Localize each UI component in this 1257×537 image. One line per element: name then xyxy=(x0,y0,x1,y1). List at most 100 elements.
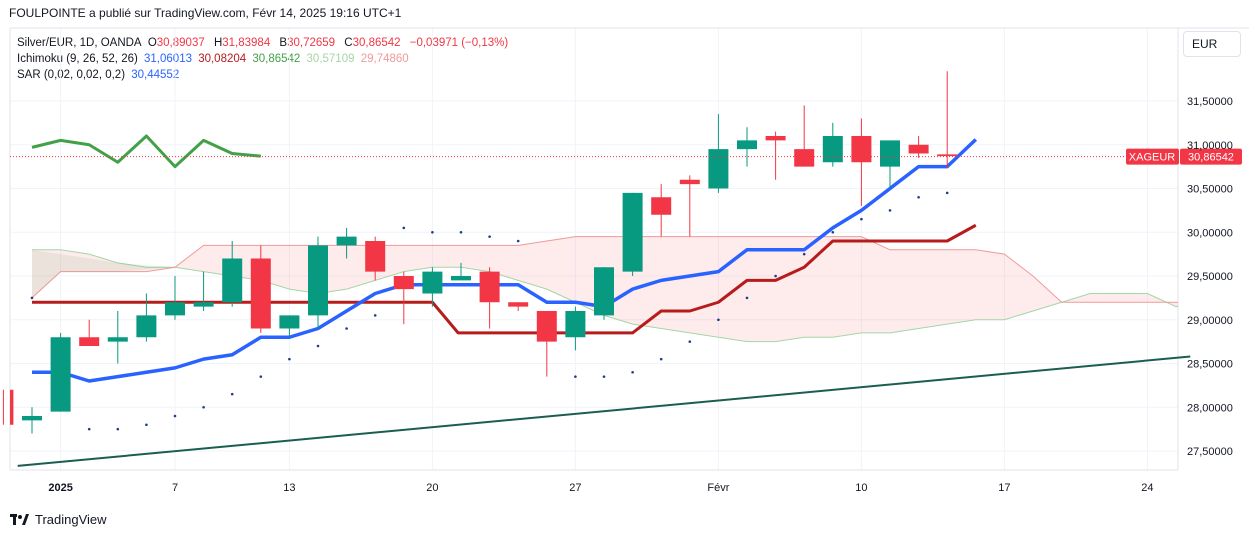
candle-body-0 xyxy=(10,389,14,425)
y-tick-label-8: 31,50000 xyxy=(1187,96,1233,108)
last-price-line: XAGEUR 30,86542 xyxy=(10,148,1242,165)
candle-30 xyxy=(851,118,872,206)
tenkan-line xyxy=(32,138,978,383)
sar-dot-6 xyxy=(230,392,234,396)
tradingview-wordmark: TradingView xyxy=(35,512,107,527)
y-tick-label-6: 30,50000 xyxy=(1187,184,1233,196)
cloud-fill-bull xyxy=(32,249,175,298)
candle-body-10 xyxy=(279,315,300,329)
legend-ichimoku-chikou: 30,86542 xyxy=(252,53,301,65)
candle-body-30 xyxy=(851,136,872,163)
sar-dot-14 xyxy=(459,230,463,234)
tradingview-logo[interactable]: TradingView xyxy=(10,512,107,527)
legend-ichimoku-label: Ichimoku (9, 26, 52, 26) xyxy=(17,53,138,65)
x-tick-label-0: 2025 xyxy=(48,482,72,494)
candle-31 xyxy=(880,140,900,189)
candle-21 xyxy=(594,267,614,320)
candle-14 xyxy=(393,271,414,325)
sar-dot-2 xyxy=(116,427,120,431)
sar-dot-24 xyxy=(774,274,777,278)
candle-22 xyxy=(622,192,643,276)
last-price-value-text: 30,86542 xyxy=(1188,152,1234,164)
x-tick-label-1: 7 xyxy=(172,482,178,494)
candle-3 xyxy=(79,319,100,346)
candle-4 xyxy=(107,311,128,364)
sar-dot-15 xyxy=(488,235,491,238)
legend-ichimoku-kijun: 30,08204 xyxy=(198,53,247,65)
candle-23 xyxy=(651,184,672,237)
candle-24 xyxy=(679,175,700,237)
candle-body-32 xyxy=(908,144,929,154)
legend-sar-row: SAR (0,02, 0,02, 0,2) 30,44552 xyxy=(17,67,511,83)
candle-8 xyxy=(222,241,243,307)
candle-body-31 xyxy=(880,140,900,167)
currency-selector[interactable]: EUR xyxy=(1183,31,1241,57)
legend-symbol: Silver/EUR, 1D, OANDA xyxy=(17,37,142,49)
legend-sar-value: 30,44552 xyxy=(131,69,180,81)
candle-6 xyxy=(165,276,185,320)
sar-dot-11 xyxy=(373,314,377,317)
x-tick-label-7: 17 xyxy=(998,482,1010,494)
candle-body-9 xyxy=(250,258,271,329)
candle-body-13 xyxy=(365,241,386,272)
x-tick-label-8: 24 xyxy=(1141,482,1153,494)
sar-dot-17 xyxy=(574,375,577,378)
sar-dot-16 xyxy=(516,239,520,243)
candle-15 xyxy=(422,267,443,307)
sar-dot-21 xyxy=(688,340,692,343)
sar-dots xyxy=(30,191,949,431)
candle-body-17 xyxy=(479,271,500,303)
candle-body-23 xyxy=(651,197,672,215)
legend-close: C30,86542 xyxy=(344,37,401,49)
candle-10 xyxy=(279,315,300,338)
candle-body-2 xyxy=(50,337,71,412)
candle-1 xyxy=(22,407,42,434)
candle-28 xyxy=(794,105,815,167)
candle-body-28 xyxy=(794,149,815,167)
candle-13 xyxy=(365,236,386,281)
sar-dot-27 xyxy=(860,217,863,221)
sar-dot-9 xyxy=(316,344,320,348)
y-tick-label-5: 30,00000 xyxy=(1187,227,1233,239)
candle-body-20 xyxy=(565,311,586,338)
sar-dot-1 xyxy=(87,427,91,431)
last-price-value-badge xyxy=(1180,148,1242,165)
trendline xyxy=(17,355,1191,467)
candle-17 xyxy=(479,267,500,329)
legend-sar-label: SAR (0,02, 0,02, 0,2) xyxy=(17,69,126,81)
candle-body-11 xyxy=(308,245,328,316)
publication-header: FOULPOINTE a publié sur TradingView.com,… xyxy=(9,6,402,20)
candle-body-27 xyxy=(765,136,786,141)
candle-32 xyxy=(908,136,929,158)
candle-25 xyxy=(708,114,729,193)
candle-body-8 xyxy=(222,258,243,303)
candle-0 xyxy=(2,389,14,425)
candle-body-1 xyxy=(22,416,42,421)
candle-18 xyxy=(508,302,529,311)
candle-2 xyxy=(50,332,71,412)
candle-body-15 xyxy=(422,271,443,294)
trendline-layer xyxy=(17,355,1191,467)
sar-dot-8 xyxy=(288,357,291,361)
candle-29 xyxy=(822,122,843,167)
legend-symbol-row: Silver/EUR, 1D, OANDA O30,89037 H31,8398… xyxy=(17,35,511,51)
legend-high: H31,83984 xyxy=(213,37,271,49)
y-tick-label-1: 28,00000 xyxy=(1187,402,1233,414)
x-tick-label-6: 10 xyxy=(855,482,867,494)
legend-open: O30,89037 xyxy=(147,37,205,49)
candle-body-21 xyxy=(594,267,614,316)
y-tick-label-3: 29,00000 xyxy=(1187,315,1233,327)
sar-dot-26 xyxy=(831,230,835,234)
sar-dot-23 xyxy=(745,296,749,300)
sar-dot-28 xyxy=(888,209,892,212)
sar-dot-19 xyxy=(631,370,634,374)
y-tick-label-2: 28,50000 xyxy=(1187,359,1233,371)
candle-16 xyxy=(451,262,471,281)
sar-dot-5 xyxy=(202,405,205,409)
sar-dot-3 xyxy=(145,423,148,427)
x-tick-label-4: 27 xyxy=(569,482,581,494)
sar-dot-7 xyxy=(259,375,263,378)
candle-body-22 xyxy=(622,192,643,272)
chart-legend: Silver/EUR, 1D, OANDA O30,89037 H31,8398… xyxy=(17,35,511,83)
